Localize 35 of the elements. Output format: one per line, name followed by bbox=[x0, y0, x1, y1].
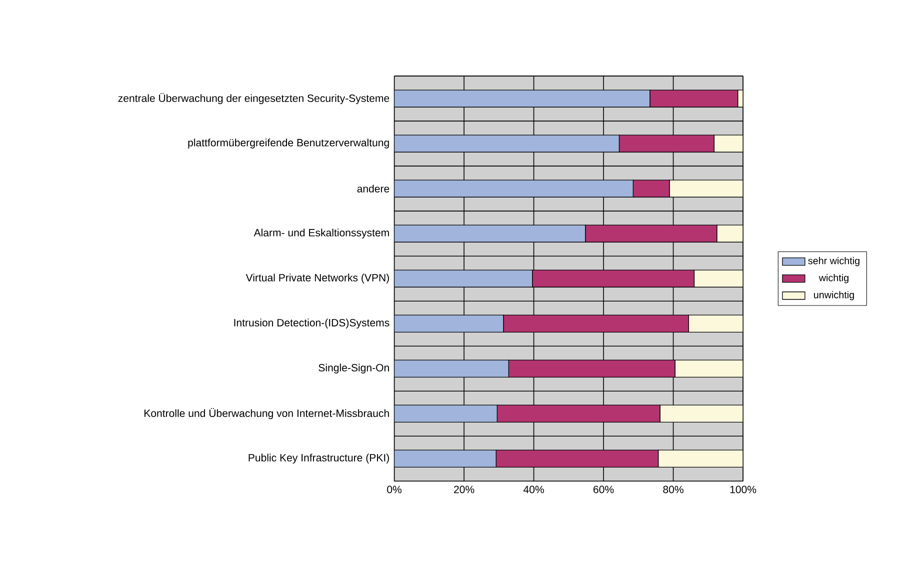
bar bbox=[394, 360, 510, 378]
bar bbox=[714, 134, 744, 152]
y-tick-label: Public Key Infrastructure (PKI) bbox=[248, 454, 389, 464]
x-tick-label: 0% bbox=[387, 486, 402, 494]
bar bbox=[660, 404, 744, 422]
bar bbox=[674, 360, 744, 378]
y-tick-label: Virtual Private Networks (VPN) bbox=[246, 274, 389, 284]
y-tick-label: Intrusion Detection-(IDS)Systems bbox=[234, 318, 390, 328]
bar bbox=[394, 180, 634, 198]
bar bbox=[394, 404, 498, 422]
bar bbox=[394, 90, 650, 108]
legend-label: sehr wichtig bbox=[808, 256, 860, 266]
x-tick-label: 80% bbox=[663, 486, 684, 494]
y-tick-label: Alarm- und Eskaltionssystem bbox=[254, 228, 389, 238]
bar bbox=[394, 450, 496, 468]
x-tick-label: 40% bbox=[523, 486, 544, 494]
y-tick-label: plattformübergreifende Benutzerverwaltung bbox=[188, 138, 389, 148]
legend-label: wichtig bbox=[818, 274, 848, 284]
x-tick-label: 60% bbox=[594, 486, 614, 494]
x-tick-label: 100% bbox=[730, 486, 756, 494]
bar bbox=[716, 224, 744, 242]
bar bbox=[394, 314, 504, 332]
y-tick-label: andere bbox=[357, 184, 390, 192]
y-tick-label: zentrale Überwachung der eingesetzten Security-Systeme bbox=[118, 93, 390, 104]
bar bbox=[658, 450, 744, 468]
bar bbox=[669, 180, 744, 198]
bar bbox=[688, 314, 744, 332]
x-tick-label: 20% bbox=[454, 486, 474, 494]
y-tick-label: Kontrolle und Überwachung von Internet-Missbrauch bbox=[144, 408, 389, 420]
legend-label: unwichtig bbox=[814, 291, 854, 300]
bar bbox=[394, 134, 620, 152]
y-tick-label: Single-Sign-On bbox=[318, 364, 389, 374]
bar bbox=[394, 224, 586, 242]
bar bbox=[394, 270, 533, 288]
bar bbox=[694, 270, 744, 288]
